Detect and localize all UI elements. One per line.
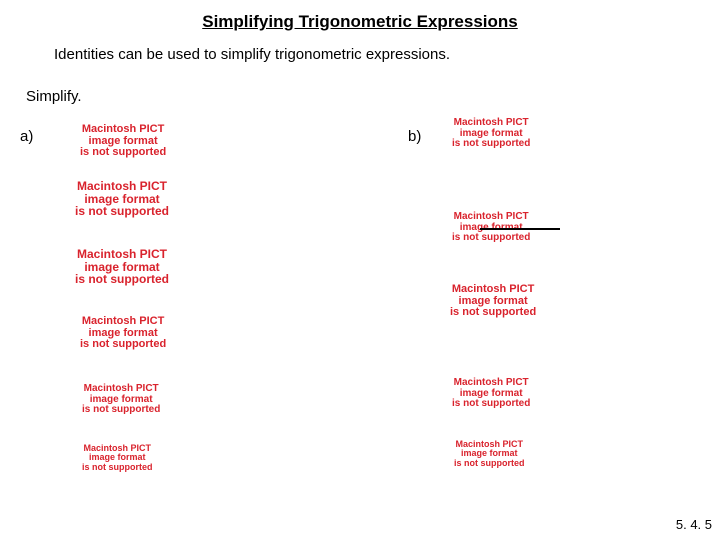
slide-number: 5. 4. 5 xyxy=(676,517,712,532)
pict-placeholder: Macintosh PICTimage formatis not support… xyxy=(450,284,536,319)
pict-placeholder: Macintosh PICTimage formatis not support… xyxy=(452,118,530,150)
problem-a-label: a) xyxy=(20,128,33,145)
pict-placeholder: Macintosh PICTimage formatis not support… xyxy=(452,378,530,410)
page-title: Simplifying Trigonometric Expressions xyxy=(0,12,720,32)
intro-text: Identities can be used to simplify trigo… xyxy=(54,46,450,63)
fraction-bar xyxy=(480,228,560,230)
pict-placeholder: Macintosh PICTimage formatis not support… xyxy=(80,124,166,159)
pict-placeholder: Macintosh PICTimage formatis not support… xyxy=(80,316,166,351)
problem-b-label: b) xyxy=(408,128,421,145)
pict-placeholder: Macintosh PICTimage formatis not support… xyxy=(82,444,153,472)
pict-placeholder: Macintosh PICTimage formatis not support… xyxy=(75,180,169,218)
simplify-label: Simplify. xyxy=(26,88,82,105)
pict-placeholder: Macintosh PICTimage formatis not support… xyxy=(75,248,169,286)
pict-placeholder: Macintosh PICTimage formatis not support… xyxy=(82,384,160,416)
pict-placeholder: Macintosh PICTimage formatis not support… xyxy=(454,440,525,468)
